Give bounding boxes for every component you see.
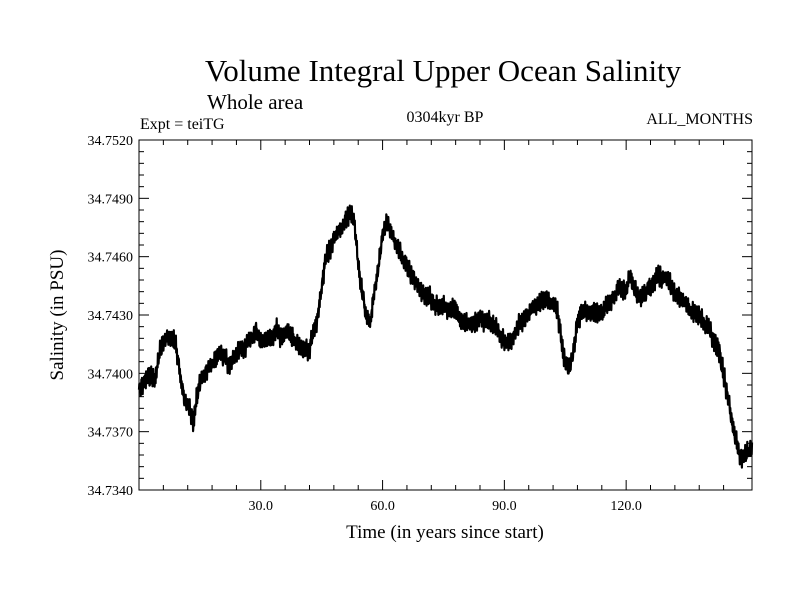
x-tick-label: 120.0 (610, 499, 642, 514)
x-tick-label: 60.0 (370, 499, 395, 514)
x-axis-label: Time (in years since start) (346, 522, 544, 543)
y-tick-label: 34.7430 (88, 309, 134, 324)
y-tick-label: 34.7460 (88, 251, 134, 266)
y-axis-label: Salinity (in PSU) (47, 250, 68, 381)
y-tick-label: 34.7490 (88, 192, 134, 207)
x-tick-labels: 30.0 60.0 90.0 120.0 (249, 499, 642, 514)
months-label: ALL_MONTHS (646, 111, 753, 128)
y-tick-label: 34.7340 (88, 484, 134, 499)
y-tick-label: 34.7400 (88, 367, 134, 382)
period-label: 0304kyr BP (407, 109, 484, 126)
axis-ticks (139, 139, 752, 491)
chart-title: Volume Integral Upper Ocean Salinity (205, 53, 682, 88)
x-tick-label: 90.0 (492, 499, 517, 514)
salinity-series-line (137, 204, 754, 469)
y-tick-label: 34.7520 (88, 134, 134, 149)
y-tick-labels: 34.7340 34.7370 34.7400 34.7430 34.7460 34.74… (88, 134, 134, 499)
chart-subtitle: Whole area (207, 90, 304, 114)
x-tick-label: 30.0 (249, 499, 274, 514)
y-tick-label: 34.7370 (88, 426, 134, 441)
plot-frame (138, 139, 753, 491)
experiment-label: Expt = teiTG (140, 116, 225, 133)
